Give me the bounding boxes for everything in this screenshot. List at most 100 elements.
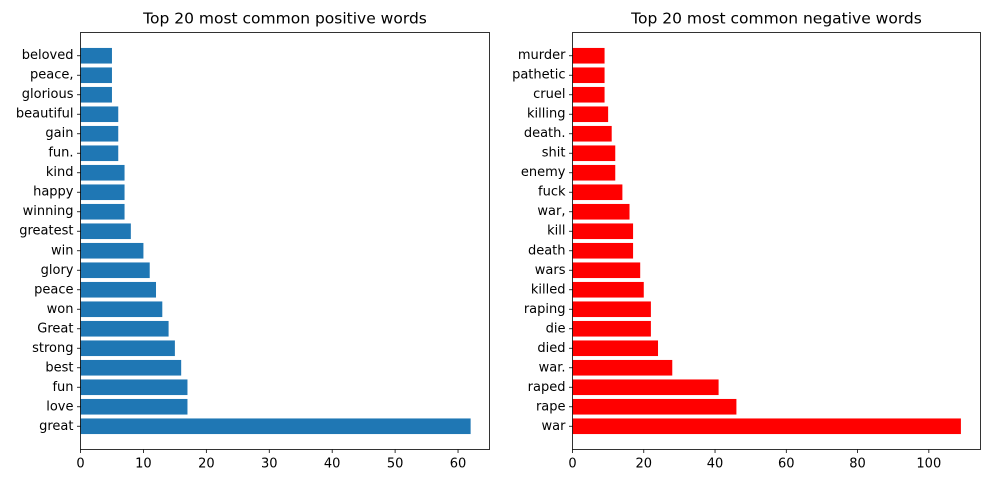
negative-ytick-label: enemy [521, 165, 566, 180]
negative-ytick-label: wars [535, 263, 566, 278]
positive-axes-frame [80, 32, 490, 450]
positive-ytick-label: peace, [30, 68, 74, 83]
negative-xtick-label: 0 [568, 457, 576, 472]
positive-ytick-label: happy [33, 185, 74, 200]
negative-bar-death. [572, 125, 612, 142]
positive-ytick-label: winning [23, 204, 74, 219]
negative-bar-wars [572, 262, 641, 279]
positive-ytick-label: great [39, 419, 73, 434]
positive-ytick-label: fun. [48, 146, 73, 161]
negative-chart: war rape raped war. died die raping killed wars d… [512, 10, 981, 472]
negative-ytick-label: die [546, 321, 566, 336]
negative-bar-die [572, 320, 651, 337]
negative-ytick-label: kill [547, 224, 565, 239]
negative-ytick-label: shit [542, 146, 566, 161]
positive-ytick-label: beautiful [16, 107, 74, 122]
negative-bar-fuck [572, 184, 623, 201]
negative-xtick-label: 20 [635, 457, 652, 472]
positive-ytick-label: love [46, 399, 73, 414]
negative-ytick-label: rape [536, 399, 566, 414]
positive-bar-great [80, 418, 471, 435]
positive-ytick-label: best [45, 360, 73, 375]
positive-bar-peace, [80, 67, 112, 84]
positive-xtick-label: 60 [450, 457, 467, 472]
positive-bar-beautiful [80, 106, 119, 123]
negative-ytick-label: war. [539, 360, 566, 375]
positive-bar-win [80, 242, 144, 259]
positive-bar-love [80, 398, 188, 415]
negative-ytick-label: death [528, 243, 566, 258]
negative-xtick-label: 100 [916, 457, 941, 472]
negative-xtick-label: 60 [778, 457, 795, 472]
positive-bar-fun. [80, 145, 119, 162]
positive-ytick-label: beloved [22, 48, 74, 63]
positive-bar-fun [80, 379, 188, 396]
positive-ytick-label: fun [52, 380, 73, 395]
positive-bar-peace [80, 281, 157, 298]
positive-ytick-label: won [47, 302, 74, 317]
negative-bar-war [572, 418, 961, 435]
negative-ytick-label: raping [524, 302, 566, 317]
positive-ytick-label: Great [37, 321, 73, 336]
negative-axes-frame [572, 32, 981, 450]
positive-ytick-label: peace [34, 282, 73, 297]
negative-bar-cruel [572, 86, 605, 103]
positive-bar-glory [80, 262, 150, 279]
negative-bar-death [572, 242, 634, 259]
positive-xtick-label: 50 [387, 457, 404, 472]
positive-xtick-label: 0 [76, 457, 84, 472]
positive-bar-won [80, 301, 163, 318]
positive-ytick-label: glorious [22, 87, 74, 102]
positive-xtick-label: 30 [261, 457, 278, 472]
negative-bar-raping [572, 301, 651, 318]
negative-bar-pathetic [572, 67, 605, 84]
negative-ytick-label: raped [528, 380, 566, 395]
positive-bar-happy [80, 184, 125, 201]
positive-bar-kind [80, 164, 125, 181]
negative-ytick-label: killing [527, 107, 565, 122]
positive-bar-Great [80, 320, 169, 337]
positive-xtick-label: 10 [135, 457, 152, 472]
negative-bar-war. [572, 359, 673, 376]
positive-ytick-label: kind [46, 165, 74, 180]
negative-ytick-label: fuck [538, 185, 566, 200]
negative-bar-raped [572, 379, 719, 396]
positive-ytick-label: glory [41, 263, 74, 278]
negative-xtick-label: 80 [849, 457, 866, 472]
negative-bar-murder [572, 47, 605, 64]
positive-chart-title: Top 20 most common positive words [142, 10, 427, 28]
negative-chart-title: Top 20 most common negative words [630, 10, 922, 28]
positive-bar-greatest [80, 223, 131, 240]
positive-chart: great love fun best strong Great won peace glory… [16, 10, 490, 472]
negative-bar-enemy [572, 164, 616, 181]
negative-bar-shit [572, 145, 616, 162]
positive-bar-glorious [80, 86, 112, 103]
negative-ytick-label: cruel [533, 87, 565, 102]
positive-bar-best [80, 359, 182, 376]
negative-ytick-label: war [542, 419, 567, 434]
negative-bar-rape [572, 398, 737, 415]
negative-ytick-label: murder [518, 48, 566, 63]
positive-ytick-label: gain [45, 126, 73, 141]
negative-ytick-label: died [537, 341, 565, 356]
negative-bar-killing [572, 106, 609, 123]
positive-ytick-label: strong [32, 341, 73, 356]
negative-bar-killed [572, 281, 644, 298]
negative-ytick-label: war, [537, 204, 565, 219]
positive-xtick-label: 40 [324, 457, 341, 472]
positive-bar-winning [80, 203, 125, 220]
positive-bar-gain [80, 125, 119, 142]
positive-bar-strong [80, 340, 175, 357]
negative-bar-kill [572, 223, 634, 240]
positive-ytick-label: greatest [19, 224, 73, 239]
negative-xtick-label: 40 [707, 457, 724, 472]
negative-bar-died [572, 340, 659, 357]
negative-bar-war, [572, 203, 630, 220]
negative-ytick-label: killed [531, 282, 566, 297]
negative-ytick-label: pathetic [512, 68, 565, 83]
negative-ytick-label: death. [524, 126, 566, 141]
positive-xtick-label: 20 [198, 457, 215, 472]
positive-ytick-label: win [51, 243, 73, 258]
